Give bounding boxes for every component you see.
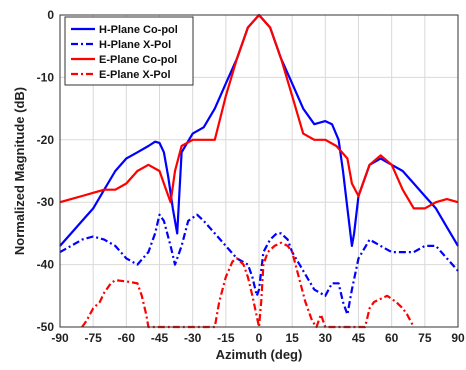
legend-entry: E-Plane Co-pol (99, 54, 177, 66)
x-tick-label: 15 (285, 331, 299, 345)
legend: H-Plane Co-pol H-Plane X-Pol E-Plane Co-po… (64, 16, 194, 86)
x-tick-label: -75 (84, 331, 102, 345)
plot-frame (59, 14, 459, 328)
y-tick-label: -40 (37, 258, 55, 272)
x-tick-label: 60 (385, 331, 399, 345)
y-tick-label: -30 (37, 195, 55, 209)
x-axis-label: Azimuth (deg) (216, 347, 303, 362)
y-axis-label: Normalized Magnitude (dB) (12, 87, 27, 255)
y-tick-label: -20 (37, 133, 55, 147)
x-tick-label: -60 (118, 331, 136, 345)
x-tick-label: 30 (319, 331, 333, 345)
x-tick-labels: -90 -75 -60 -45 -30 -15 0 15 30 45 60 75 90 (51, 331, 465, 345)
x-tick-label: 45 (352, 331, 366, 345)
x-tick-label: 90 (451, 331, 465, 345)
x-tick-label: -15 (217, 331, 235, 345)
x-tick-label: 75 (418, 331, 432, 345)
y-tick-label: -10 (37, 70, 55, 84)
series-line-4 (81, 241, 415, 329)
series-line-3 (59, 13, 459, 210)
x-tick-label: -45 (151, 331, 169, 345)
x-tick-label: -90 (51, 331, 69, 345)
legend-entry: H-Plane X-Pol (99, 39, 171, 51)
y-tick-label: -50 (37, 320, 55, 334)
y-tick-labels: 0 -10 -20 -30 -40 -50 (37, 8, 55, 334)
legend-entry: E-Plane X-Pol (99, 69, 171, 81)
legend-entry: H-Plane Co-pol (99, 24, 178, 36)
series-line-2 (59, 213, 459, 316)
x-tick-label: 0 (256, 331, 263, 345)
y-tick-label: 0 (47, 8, 54, 22)
x-tick-label: -30 (184, 331, 202, 345)
